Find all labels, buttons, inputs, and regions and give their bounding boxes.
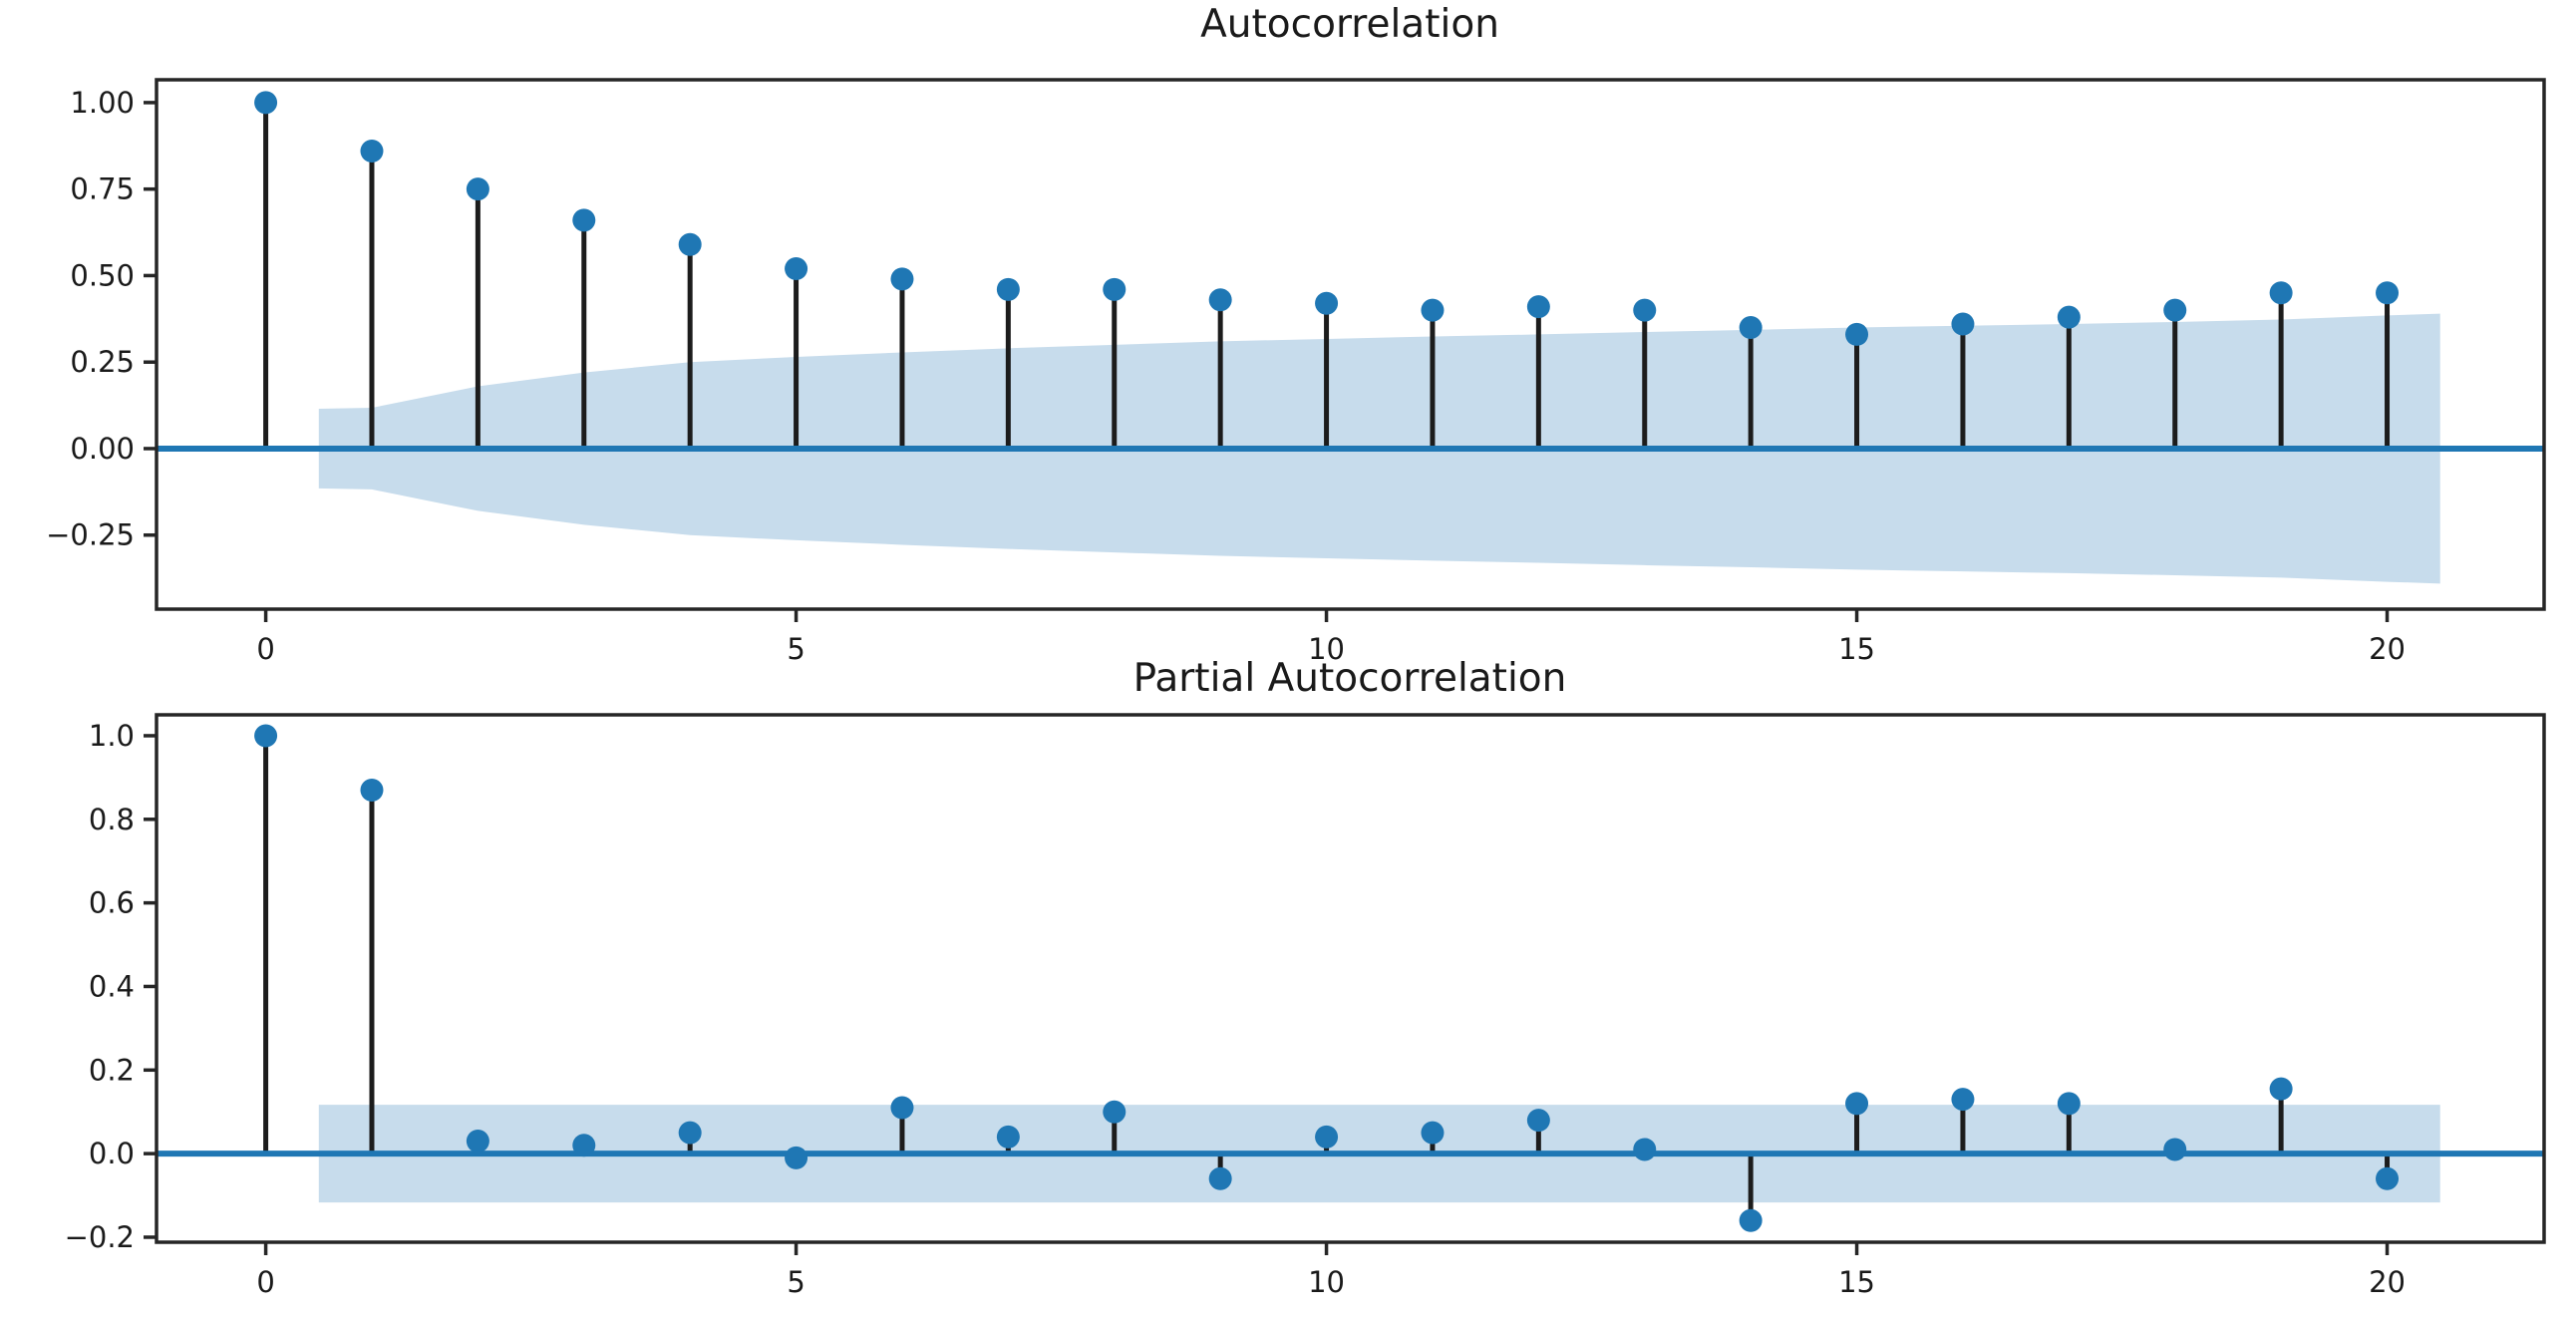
acf-marker-lag-0 <box>254 91 278 115</box>
pacf-x-tick-label-0: 0 <box>256 1265 274 1299</box>
acf-y-tick-label-5: −0.25 <box>46 518 135 552</box>
pacf-marker-lag-7 <box>996 1125 1020 1149</box>
acf-title: Autocorrelation <box>1200 2 1499 47</box>
acf-y-tick-label-4: 0.00 <box>70 432 135 466</box>
acf-marker-lag-5 <box>785 256 808 280</box>
acf-marker-lag-4 <box>678 232 702 256</box>
acf-plot: 0 5 10 15 20 1.00 0.75 0.50 0.25 0.00 −0.25 <box>46 78 2546 666</box>
pacf-title: Partial Autocorrelation <box>1132 656 1567 701</box>
pacf-y-tick-label-4: 0.2 <box>89 1053 135 1087</box>
pacf-marker-lag-11 <box>1421 1121 1445 1145</box>
acf-y-tick-label-3: 0.25 <box>70 345 135 379</box>
pacf-plot-border <box>155 713 2546 1244</box>
pacf-marker-lag-4 <box>678 1121 702 1145</box>
pacf-marker-lag-5 <box>785 1146 808 1169</box>
pacf-marker-lag-3 <box>572 1134 596 1157</box>
pacf-marker-lag-19 <box>2269 1077 2293 1101</box>
pacf-marker-lag-18 <box>2163 1138 2187 1161</box>
pacf-y-tick-label-1: 0.8 <box>89 803 135 836</box>
pacf-marker-lag-15 <box>1845 1092 1869 1116</box>
acf-marker-lag-20 <box>2376 281 2400 305</box>
acf-marker-lag-14 <box>1739 315 1763 339</box>
pacf-marker-lag-16 <box>1951 1088 1975 1112</box>
pacf-marker-lag-8 <box>1103 1100 1127 1124</box>
pacf-y-tick-label-2: 0.6 <box>89 886 135 920</box>
pacf-marker-lag-20 <box>2376 1166 2400 1190</box>
acf-x-tick-label-0: 0 <box>256 632 274 666</box>
pacf-y-tick-label-0: 1.0 <box>89 719 135 753</box>
pacf-y-tick-label-5: 0.0 <box>89 1137 135 1170</box>
acf-marker-lag-7 <box>996 277 1020 301</box>
acf-marker-lag-12 <box>1526 295 1550 319</box>
acf-marker-lag-19 <box>2269 281 2293 305</box>
pacf-marker-lag-0 <box>254 724 278 748</box>
pacf-y-tick-label-3: 0.4 <box>89 969 135 1003</box>
acf-y-tick-label-2: 0.50 <box>70 258 135 292</box>
acf-x-tick-label-15: 15 <box>1838 632 1875 666</box>
acf-marker-lag-9 <box>1208 288 1232 312</box>
pacf-marker-lag-10 <box>1315 1125 1339 1149</box>
acf-marker-lag-10 <box>1315 291 1339 315</box>
pacf-marker-lag-12 <box>1526 1109 1550 1133</box>
pacf-y-tick-label-6: −0.2 <box>65 1220 135 1254</box>
pacf-marker-lag-9 <box>1208 1166 1232 1190</box>
acf-marker-lag-8 <box>1103 277 1127 301</box>
pacf-marker-lag-6 <box>890 1096 914 1120</box>
acf-marker-lag-6 <box>890 267 914 291</box>
pacf-marker-lag-17 <box>2057 1092 2081 1116</box>
acf-marker-lag-1 <box>360 139 384 163</box>
pacf-x-tick-label-10: 10 <box>1308 1265 1345 1299</box>
acf-x-tick-label-20: 20 <box>2369 632 2406 666</box>
pacf-x-tick-label-5: 5 <box>787 1265 805 1299</box>
acf-marker-lag-16 <box>1951 312 1975 336</box>
acf-marker-lag-13 <box>1633 298 1657 322</box>
pacf-x-tick-label-15: 15 <box>1838 1265 1875 1299</box>
pacf-x-tick-label-20: 20 <box>2369 1265 2406 1299</box>
acf-marker-lag-11 <box>1421 298 1445 322</box>
acf-marker-lag-18 <box>2163 298 2187 322</box>
acf-y-tick-label-0: 1.00 <box>70 86 135 120</box>
pacf-marker-lag-1 <box>360 778 384 802</box>
pacf-plot: 0 5 10 15 20 1.0 0.8 0.6 0.4 0.2 0.0 −0.2 <box>65 713 2546 1299</box>
acf-plot-border <box>155 78 2546 611</box>
acf-x-tick-label-10: 10 <box>1308 632 1345 666</box>
acf-x-tick-label-5: 5 <box>787 632 805 666</box>
acf-marker-lag-15 <box>1845 322 1869 346</box>
pacf-marker-lag-13 <box>1633 1138 1657 1161</box>
acf-marker-lag-17 <box>2057 305 2081 329</box>
acf-marker-lag-2 <box>466 177 489 201</box>
acf-y-tick-label-1: 0.75 <box>70 172 135 206</box>
pacf-marker-lag-2 <box>466 1130 489 1153</box>
acf-marker-lag-3 <box>572 208 596 232</box>
pacf-marker-lag-14 <box>1739 1208 1763 1232</box>
